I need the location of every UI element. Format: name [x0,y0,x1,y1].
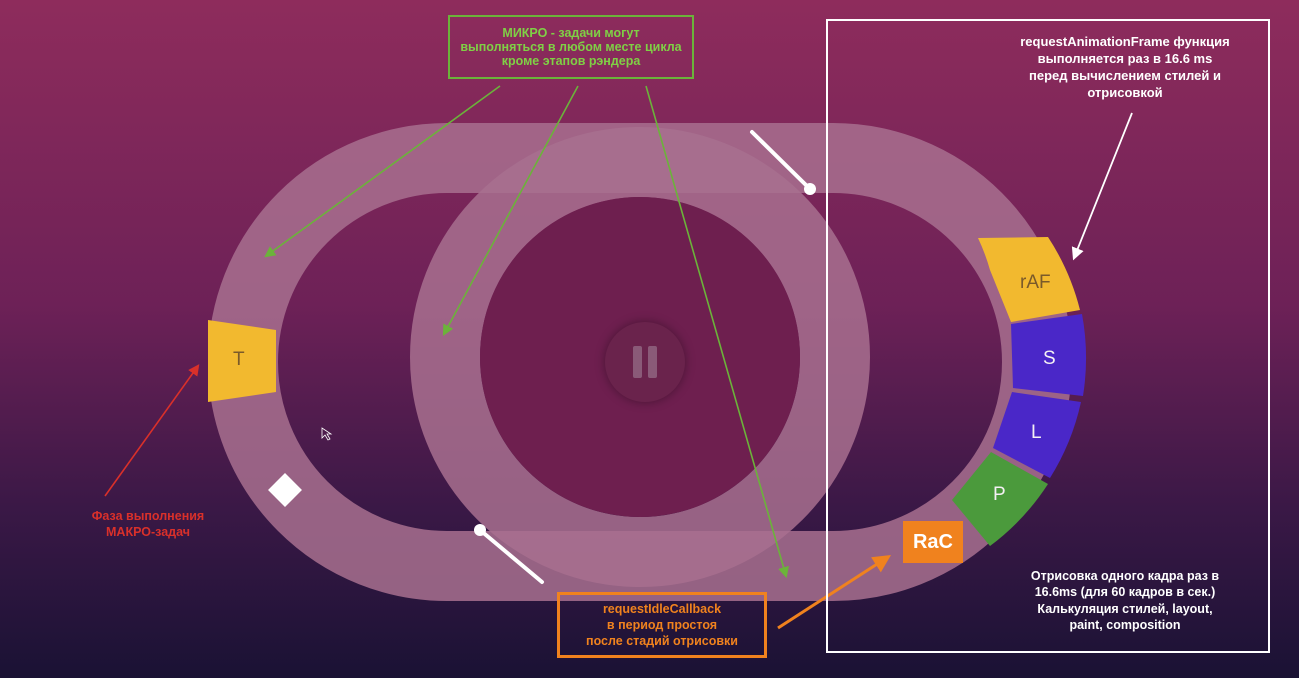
cursor-icon [321,427,333,441]
idle-note-line-1: requestIdleCallback [602,601,722,616]
paint-note-line-1: Отрисовка одного кадра раз в [1030,569,1220,583]
pause-icon [633,346,642,378]
raf-segment [978,237,1080,322]
pause-button[interactable] [605,322,685,402]
render-segments [208,237,1087,546]
raf-segment-label: rAF [1020,272,1051,293]
pause-icon-bar-2 [648,346,657,378]
paint-note-line-2: 16.6ms (для 60 кадров в сек.) [1034,585,1216,600]
layout-segment [993,392,1081,478]
macro-note-line-1: Фаза выполнения [91,509,205,523]
macro-note-line-2: МАКРО-задач [106,525,190,540]
paint-note: Отрисовка одного кадра раз в 16.6ms (для… [990,568,1260,633]
micro-arrow-3 [645,85,789,579]
macro-arrow [104,364,200,497]
idle-arrow [777,555,892,630]
idle-callback-note: requestIdleCallback в период простоя пос… [557,592,767,658]
micro-note-line-1: МИКРО - задачи могут [502,26,640,40]
micro-tasks-note: МИКРО - задачи могут выполняться в любом… [448,15,694,79]
micro-arrow-1 [264,85,501,258]
top-marker-line [750,130,812,191]
raf-note-line-2: выполняется раз в 16.6 ms [1037,50,1213,66]
top-marker-dot [804,183,816,195]
rac-badge: RaC [903,521,963,563]
idle-note-line-3: после стадий отрисовки [586,634,738,649]
task-segment-label: T [233,349,245,370]
raf-note-line-1: requestAnimationFrame функция [1020,34,1230,49]
diamond-icon [268,473,302,507]
micro-arrow-2 [442,85,579,336]
bottom-marker-dot [474,524,486,536]
style-segment-label: S [1043,348,1056,369]
paint-note-line-3: Калькуляция стилей, layout, [1037,601,1213,616]
layout-segment-label: L [1031,422,1042,443]
macro-tasks-note: Фаза выполнения МАКРО-задач [48,508,248,541]
style-segment [1011,314,1087,396]
paint-note-line-4: paint, composition [1069,617,1181,632]
raf-note: requestAnimationFrame функция выполняетс… [990,34,1260,102]
inner-loop-track [410,127,870,587]
task-segment [208,320,276,402]
raf-note-line-3: перед вычислением стилей и [1029,67,1221,83]
micro-note-line-3: кроме этапов рэндера [501,54,641,68]
raf-arrow [1071,112,1133,261]
raf-note-line-4: отрисовкой [1087,84,1163,100]
idle-note-line-2: в период простоя [606,617,718,632]
render-frame-box [826,19,1270,653]
micro-note-line-2: выполняться в любом месте цикла [460,40,682,54]
paint-segment-label: P [993,484,1006,505]
paint-segment [952,452,1048,546]
bottom-marker-line [478,528,544,584]
